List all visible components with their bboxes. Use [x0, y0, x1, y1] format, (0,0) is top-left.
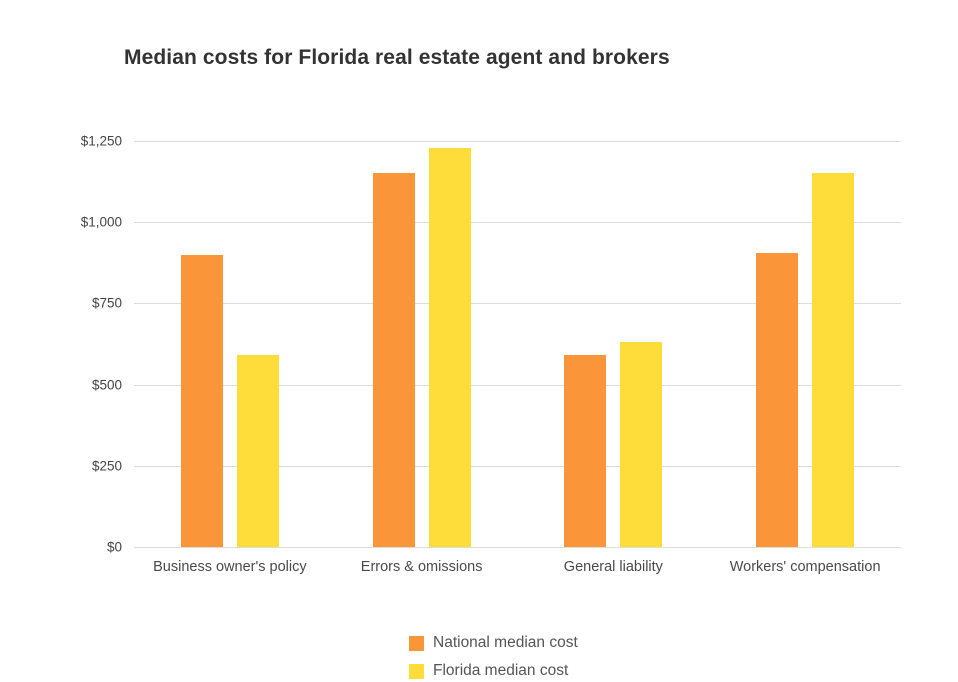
category-label-general-liability: General liability — [563, 559, 663, 575]
gridline-1000 — [134, 222, 901, 224]
legend-item-national-median-cost: National median cost — [409, 629, 578, 657]
y-tick-label: $750 — [91, 295, 122, 311]
y-tick-label: $500 — [91, 377, 122, 393]
x-axis: Business owner's policy Errors & omission… — [134, 559, 901, 575]
gridline-250 — [134, 465, 901, 467]
plot-area — [134, 141, 901, 548]
gridline-1250 — [134, 141, 901, 142]
bar-florida-median-cost-workers-compensation — [812, 173, 855, 547]
bar-group-business-owner-s-policy — [134, 141, 326, 547]
gridline-750 — [134, 303, 901, 305]
legend-swatch-national-median-cost-icon — [409, 635, 424, 651]
bar-group-workers-compensation — [709, 141, 901, 547]
bar-group-errors-omissions — [326, 141, 518, 547]
bar-national-median-cost-errors-omissions — [372, 173, 415, 547]
gridline-0 — [134, 547, 901, 548]
legend-swatch-florida-median-cost-icon — [409, 663, 424, 679]
y-tick-label: $0 — [106, 539, 122, 555]
bar-florida-median-cost-errors-omissions — [428, 147, 471, 547]
y-axis: $0 $250 $500 $750 $1,000 $1,250 — [0, 134, 122, 555]
legend-label: National median cost — [433, 634, 578, 651]
category-label-errors-omissions: Errors & omissions — [360, 559, 483, 575]
bar-group-general-liability — [518, 141, 710, 547]
bar-florida-median-cost-general-liability — [620, 342, 663, 547]
bar-florida-median-cost-business-owner-s-policy — [236, 355, 279, 547]
chart-title: Median costs for Florida real estate age… — [124, 46, 670, 69]
legend-item-florida-median-cost: Florida median cost — [409, 657, 578, 682]
bar-national-median-cost-general-liability — [564, 355, 607, 547]
bar-national-median-cost-business-owner-s-policy — [180, 254, 223, 547]
legend: National median cost Florida median cost — [409, 629, 578, 682]
y-tick-label: $1,250 — [80, 133, 122, 149]
gridline-500 — [134, 384, 901, 386]
bar-national-median-cost-workers-compensation — [756, 253, 799, 547]
y-tick-label: $250 — [91, 458, 122, 474]
category-label-business-owner-s-policy: Business owner's policy — [153, 559, 307, 575]
legend-label: Florida median cost — [433, 662, 569, 679]
category-label-workers-compensation: Workers' compensation — [729, 559, 881, 575]
y-tick-label: $1,000 — [80, 214, 122, 230]
